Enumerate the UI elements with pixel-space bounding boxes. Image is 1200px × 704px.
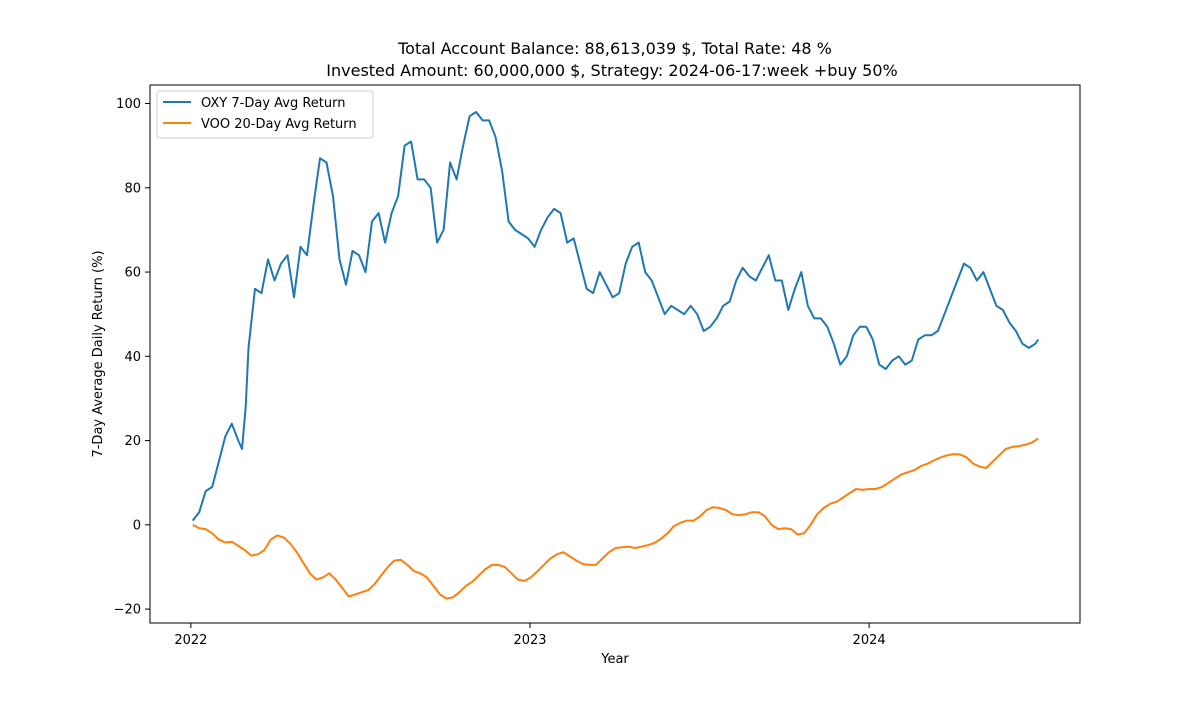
chart-title-line2: Invested Amount: 60,000,000 $, Strategy:… <box>326 61 897 80</box>
axes-frame <box>149 84 1081 624</box>
y-tick-label: −20 <box>114 603 141 618</box>
legend-label-voo: VOO 20-Day Avg Return <box>201 117 357 132</box>
x-axis-label: Year <box>600 652 629 667</box>
series-line-voo <box>192 437 1039 600</box>
y-tick-label: 40 <box>124 350 141 365</box>
y-tick-label: 60 <box>124 266 141 281</box>
series-line-oxy <box>191 111 1040 522</box>
x-tick-label: 2022 <box>174 633 207 648</box>
legend-label-oxy: OXY 7-Day Avg Return <box>201 96 346 111</box>
legend: OXY 7-Day Avg Return VOO 20-Day Avg Retu… <box>156 90 374 139</box>
x-tick-label: 2024 <box>853 633 886 648</box>
x-tick-label: 2023 <box>513 633 546 648</box>
y-axis: −20 0 20 40 60 80 100 <box>114 97 150 618</box>
legend-frame <box>156 90 374 139</box>
y-tick-label: 100 <box>116 97 141 112</box>
y-axis-label: 7-Day Average Daily Return (%) <box>91 250 106 457</box>
x-axis: 2022 2023 2024 <box>174 623 886 648</box>
plot-area <box>149 84 1081 624</box>
y-tick-label: 20 <box>124 434 141 449</box>
y-tick-label: 0 <box>133 518 141 533</box>
series-layer <box>191 111 1040 600</box>
y-tick-label: 80 <box>124 181 141 196</box>
chart-title-line1: Total Account Balance: 88,613,039 $, Tot… <box>397 39 832 58</box>
